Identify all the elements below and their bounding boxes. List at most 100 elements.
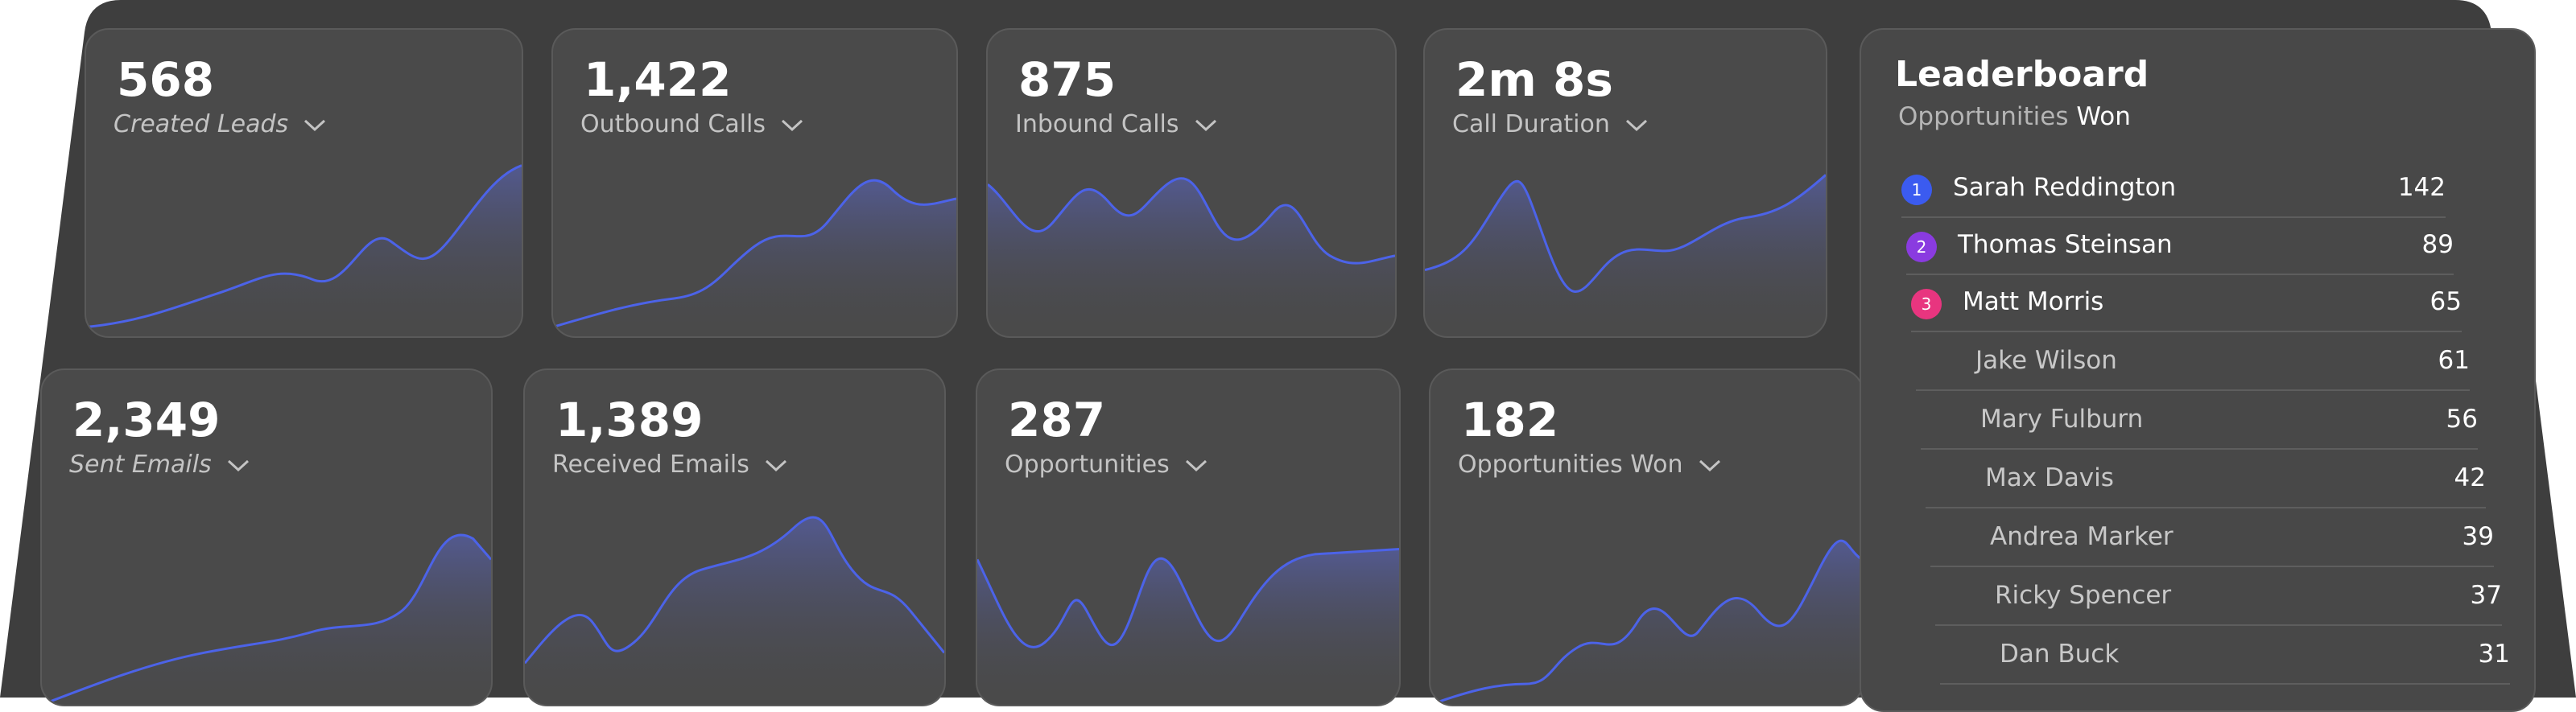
sparkline	[988, 146, 1395, 336]
dropdown-chevron	[765, 459, 786, 471]
leaderboard-subtitle[interactable]: Opportunities Won	[1898, 102, 2131, 131]
metric-label[interactable]: Outbound Calls	[580, 110, 804, 138]
person-name: Ricky Spencer	[1995, 581, 2172, 610]
chevron-path	[765, 459, 786, 471]
leaderboard-row: 3 Matt Morris 65	[1911, 279, 2462, 332]
leaderboard: Leaderboard Opportunities Won 1 Sarah Red…	[1860, 28, 2536, 712]
dropdown-chevron	[1185, 459, 1207, 471]
person-value: 61	[2438, 346, 2470, 375]
metric-label-text: Call Duration	[1452, 110, 1610, 138]
metric-label-text: Outbound Calls	[580, 110, 766, 138]
chevron-path	[304, 119, 326, 131]
metric-card: 1,422 Outbound Calls	[551, 28, 958, 338]
metric-value: 287	[1008, 393, 1106, 447]
person-name: Sarah Reddington	[1953, 173, 2177, 202]
person-value: 65	[2429, 287, 2462, 316]
sparkline-area	[1425, 175, 1826, 336]
sparkline-line	[1430, 541, 1862, 705]
sparkline	[1430, 497, 1862, 705]
metric-label[interactable]: Inbound Calls	[1015, 110, 1218, 138]
metric-label[interactable]: Sent Emails	[69, 451, 250, 479]
sparkline	[525, 497, 944, 705]
sparkline-line	[42, 535, 491, 705]
sparkline-line	[553, 180, 956, 327]
metric-card: 182 Opportunities Won	[1429, 368, 1864, 706]
person-name: Thomas Steinsan	[1958, 230, 2173, 259]
leaderboard-title: Leaderboard	[1895, 54, 2149, 95]
metric-card: 875 Inbound Calls	[986, 28, 1397, 338]
person-name: Dan Buck	[2000, 640, 2120, 669]
person-name: Matt Morris	[1963, 287, 2104, 316]
chevron-path	[782, 119, 803, 131]
sparkline-area	[86, 165, 522, 336]
sparkline	[86, 146, 522, 336]
person-name: Jake Wilson	[1975, 346, 2117, 375]
leaderboard-row: Mary Fulburn 56	[1921, 397, 2478, 450]
metric-label-text: Received Emails	[552, 451, 749, 479]
leaderboard-row: Andrea Marker 39	[1930, 514, 2494, 567]
sparkline-area	[1430, 541, 1862, 705]
person-name: Max Davis	[1985, 463, 2114, 492]
metric-card: 2m 8s Call Duration	[1423, 28, 1827, 338]
leaderboard-row: 2 Thomas Steinsan 89	[1906, 222, 2454, 275]
metric-card: 2,349 Sent Emails	[40, 368, 493, 706]
dropdown-chevron	[304, 119, 326, 131]
person-name: Andrea Marker	[1990, 522, 2174, 551]
metric-card: 568 Created Leads	[85, 28, 523, 338]
leaderboard-row: Ricky Spencer 37	[1935, 573, 2502, 626]
metric-card: 1,389 Received Emails	[523, 368, 946, 706]
person-value: 89	[2421, 230, 2454, 259]
rank-badge: 2	[1906, 232, 1937, 262]
subtitle-emphasis: Won	[2076, 102, 2131, 131]
leaderboard-row: Max Davis 42	[1926, 455, 2486, 508]
sparkline-area	[988, 178, 1395, 336]
chevron-path	[1195, 119, 1216, 131]
leaderboard-row: Jake Wilson 61	[1916, 338, 2470, 391]
sparkline	[42, 497, 491, 705]
sparkline-line	[1425, 175, 1826, 291]
metric-value: 568	[117, 52, 215, 107]
person-value: 37	[2470, 581, 2502, 610]
chevron-path	[227, 459, 249, 471]
chevron-path	[1699, 459, 1720, 471]
metric-value: 875	[1018, 52, 1117, 107]
metric-label[interactable]: Call Duration	[1452, 110, 1649, 138]
metric-label[interactable]: Opportunities Won	[1458, 451, 1722, 479]
sparkline-area	[42, 535, 491, 705]
dropdown-chevron	[227, 459, 249, 471]
chevron-path	[1185, 459, 1207, 471]
sparkline	[553, 146, 956, 336]
person-value: 42	[2454, 463, 2486, 492]
metric-value: 1,422	[584, 52, 732, 107]
person-name: Mary Fulburn	[1980, 405, 2144, 434]
sparkline-area	[977, 549, 1399, 705]
metric-label[interactable]: Received Emails	[552, 451, 788, 479]
person-value: 31	[2478, 640, 2510, 669]
metric-label-text: Created Leads	[114, 110, 289, 138]
metric-value: 182	[1461, 393, 1559, 447]
metric-value: 2,349	[72, 393, 221, 447]
dropdown-chevron	[1625, 119, 1647, 131]
metric-label-text: Opportunities Won	[1458, 451, 1683, 479]
sparkline	[977, 497, 1399, 705]
dropdown-chevron	[1699, 459, 1720, 471]
sparkline-area	[553, 179, 956, 336]
sparkline-area	[525, 517, 944, 705]
sparkline-line	[525, 517, 944, 663]
metric-card: 287 Opportunities	[976, 368, 1401, 706]
rank-badge: 3	[1911, 289, 1942, 319]
leaderboard-row: Dan Buck 31	[1940, 632, 2510, 685]
metric-value: 1,389	[555, 393, 704, 447]
leaderboard-row: 1 Sarah Reddington 142	[1901, 165, 2446, 218]
dropdown-chevron	[782, 119, 803, 131]
dropdown-chevron	[1195, 119, 1216, 131]
person-value: 39	[2462, 522, 2494, 551]
metric-label[interactable]: Created Leads	[114, 110, 327, 138]
rank-badge: 1	[1901, 175, 1932, 205]
sparkline-line	[988, 178, 1395, 263]
metric-label[interactable]: Opportunities	[1005, 451, 1208, 479]
person-value: 56	[2446, 405, 2478, 434]
sparkline-line	[977, 549, 1399, 648]
metric-label-text: Sent Emails	[69, 451, 212, 479]
